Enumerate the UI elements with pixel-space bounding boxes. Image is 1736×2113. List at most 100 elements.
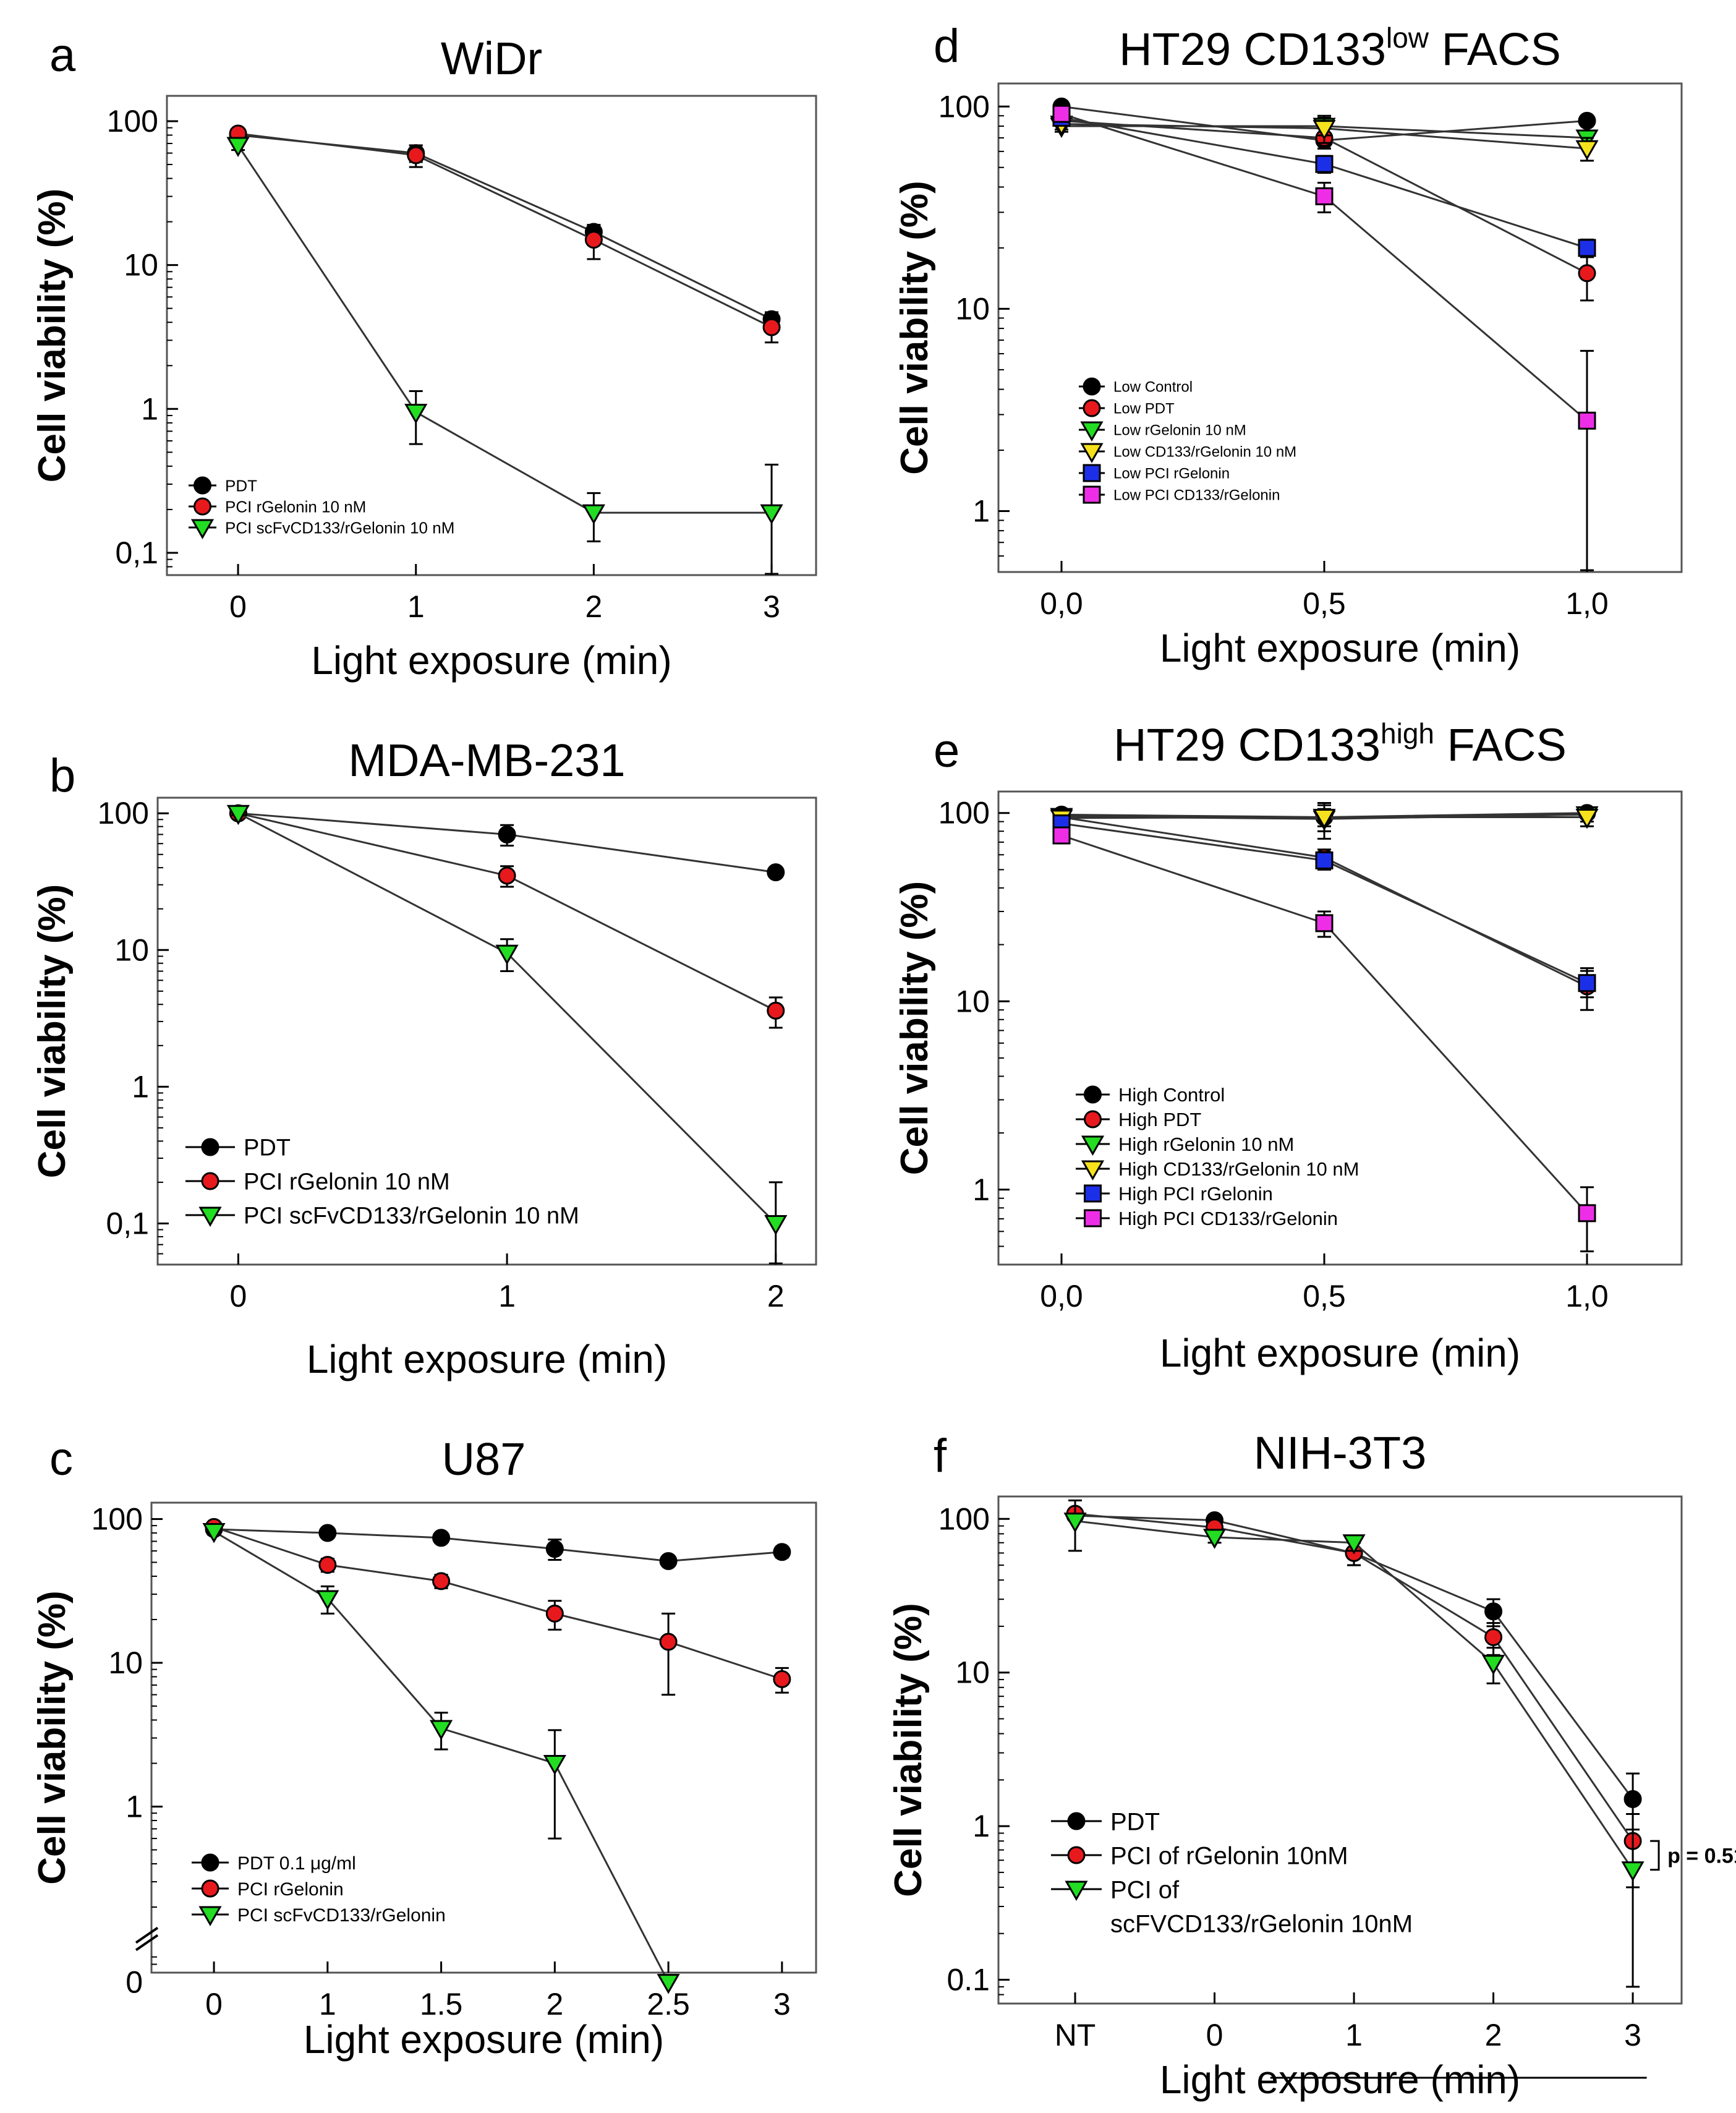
y-tick-label: 100 bbox=[98, 796, 149, 830]
legend-marker bbox=[201, 1879, 219, 1898]
plot-frame bbox=[997, 1495, 1683, 2005]
chart-title: NIH-3T3 bbox=[1254, 1427, 1427, 1479]
data-point bbox=[1578, 1204, 1596, 1223]
data-point bbox=[1484, 1602, 1503, 1621]
panel-letter: d bbox=[934, 20, 959, 72]
x-tick-label: 0 bbox=[1206, 2018, 1223, 2052]
data-point bbox=[432, 1572, 451, 1590]
legend-label: PCI scFvCD133/rGelonin 10 nM bbox=[244, 1203, 579, 1229]
data-point bbox=[1313, 808, 1336, 829]
chart-title: WiDr bbox=[441, 33, 542, 84]
legend: PDT PCI rGelonin 10 nM PCI scFvCD133/rGelo… bbox=[189, 476, 454, 540]
data-point bbox=[1578, 264, 1596, 283]
chart-title: HT29 CD133low FACS bbox=[1119, 22, 1561, 75]
legend: PDT PCI of rGelonin 10nM PCI of scFVCD133/r… bbox=[1051, 1808, 1413, 1937]
legend-label: High PCI CD133/rGelonin bbox=[1118, 1208, 1338, 1229]
panel-b: b MDA-MB-231 Light exposure (min) Cell viab… bbox=[31, 735, 817, 1381]
legend-label: PCI rGelonin 10 nM bbox=[225, 497, 366, 516]
y-tick-label: 1 bbox=[972, 1809, 990, 1843]
y-axis-label: Cell viability (%) bbox=[31, 884, 74, 1178]
title-superscript: high bbox=[1381, 717, 1434, 749]
y-tick-label: 10 bbox=[955, 984, 990, 1018]
plot-frame bbox=[166, 95, 817, 576]
x-tick-label: 1.5 bbox=[420, 1987, 463, 2021]
data-point bbox=[404, 403, 428, 424]
data-point bbox=[1578, 974, 1596, 992]
data-point bbox=[226, 805, 250, 826]
panel-a: a WiDr Light exposure (min) Cell viability … bbox=[31, 29, 817, 683]
y-axis-label: Cell viability (%) bbox=[893, 181, 936, 474]
series-high-pci-rgelonin bbox=[1052, 814, 1596, 999]
legend-label: Low PDT bbox=[1113, 401, 1175, 417]
data-point bbox=[1484, 1628, 1503, 1646]
x-tick-label: NT bbox=[1055, 2018, 1096, 2052]
x-ticks: 0,0 0,5 1,0 bbox=[1040, 561, 1609, 621]
legend-marker bbox=[194, 476, 211, 495]
data-point bbox=[318, 1524, 337, 1542]
x-tick-label: 1,0 bbox=[1565, 586, 1609, 621]
legend-marker bbox=[1081, 1160, 1105, 1181]
data-point bbox=[1578, 111, 1596, 130]
legend-marker bbox=[201, 1138, 219, 1156]
x-tick-label: 1 bbox=[1345, 2018, 1363, 2052]
data-point bbox=[1578, 239, 1596, 257]
significance-bracket bbox=[1650, 1840, 1660, 1871]
y-tick-label: 10 bbox=[955, 291, 990, 326]
y-tick-label: 1 bbox=[141, 391, 158, 426]
legend-marker bbox=[1084, 1209, 1102, 1227]
data-point bbox=[1313, 120, 1336, 140]
data-point bbox=[767, 863, 785, 882]
y-tick-label: 10 bbox=[124, 248, 158, 283]
y-ticks: 1 10 100 bbox=[938, 796, 1010, 1247]
data-point bbox=[1621, 1861, 1645, 1882]
legend-marker bbox=[194, 497, 211, 516]
legend-marker bbox=[1084, 1110, 1102, 1129]
data-point bbox=[773, 1543, 791, 1561]
x-axis-label: Light exposure (min) bbox=[311, 638, 671, 683]
series-pdt bbox=[229, 126, 781, 328]
legend-label: PCI of rGelonin 10nM bbox=[1110, 1842, 1348, 1869]
title-superscript: low bbox=[1386, 22, 1429, 54]
data-point bbox=[316, 1590, 339, 1611]
legend-label: High PCI rGelonin bbox=[1118, 1183, 1273, 1205]
series-low-cd133-rgelonin-10-nm bbox=[1050, 114, 1599, 162]
series-pci-scfvcd133-rgelonin bbox=[202, 1523, 680, 1994]
data-point bbox=[1481, 1655, 1505, 1675]
legend-label: PCI of bbox=[1110, 1876, 1180, 1903]
x-tick-label: 2 bbox=[767, 1279, 785, 1313]
x-tick-label: 1 bbox=[319, 1987, 336, 2021]
legend-label: PCI scFvCD133/rGelonin bbox=[237, 1905, 446, 1926]
x-tick-label: 1 bbox=[407, 589, 425, 624]
series-line bbox=[237, 134, 772, 320]
data-point bbox=[767, 1001, 785, 1020]
legend-label: PDT bbox=[244, 1135, 291, 1161]
y-tick-label: 1 bbox=[126, 1789, 143, 1824]
legend-marker bbox=[1067, 1846, 1086, 1864]
panel-e: e HT29 CD133high FACS Light exposure (min)… bbox=[893, 717, 1683, 1375]
y-tick-label: 10 bbox=[108, 1646, 143, 1680]
series-line bbox=[1061, 816, 1588, 988]
y-tick-label: 100 bbox=[938, 89, 990, 124]
data-point bbox=[1052, 826, 1071, 845]
data-point bbox=[1315, 851, 1334, 869]
y-tick-label: 1 bbox=[132, 1069, 149, 1104]
x-tick-label: 0,0 bbox=[1040, 1279, 1083, 1313]
plot-frame bbox=[156, 796, 817, 1266]
x-tick-label: 3 bbox=[1624, 2018, 1641, 2052]
data-point bbox=[318, 1556, 337, 1574]
legend-marker bbox=[1084, 1085, 1102, 1104]
x-ticks: NT 0 1 2 3 bbox=[1055, 1992, 1641, 2052]
legend-label: High Control bbox=[1118, 1084, 1225, 1106]
data-point bbox=[432, 1529, 451, 1547]
x-axis-label: Light exposure (min) bbox=[1160, 1331, 1520, 1375]
x-axis-label: Light exposure (min) bbox=[1160, 2057, 1520, 2102]
axis-break-mark bbox=[135, 1926, 159, 1944]
y-tick-label: 0,1 bbox=[115, 536, 158, 570]
data-point bbox=[430, 1720, 453, 1741]
y-tick-label: 1 bbox=[972, 1172, 990, 1207]
legend-label: Low PCI rGelonin bbox=[1113, 466, 1230, 482]
legend-marker bbox=[1080, 421, 1104, 442]
legend-marker bbox=[198, 1206, 222, 1227]
plot-frame bbox=[997, 790, 1683, 1266]
data-point bbox=[760, 504, 783, 525]
